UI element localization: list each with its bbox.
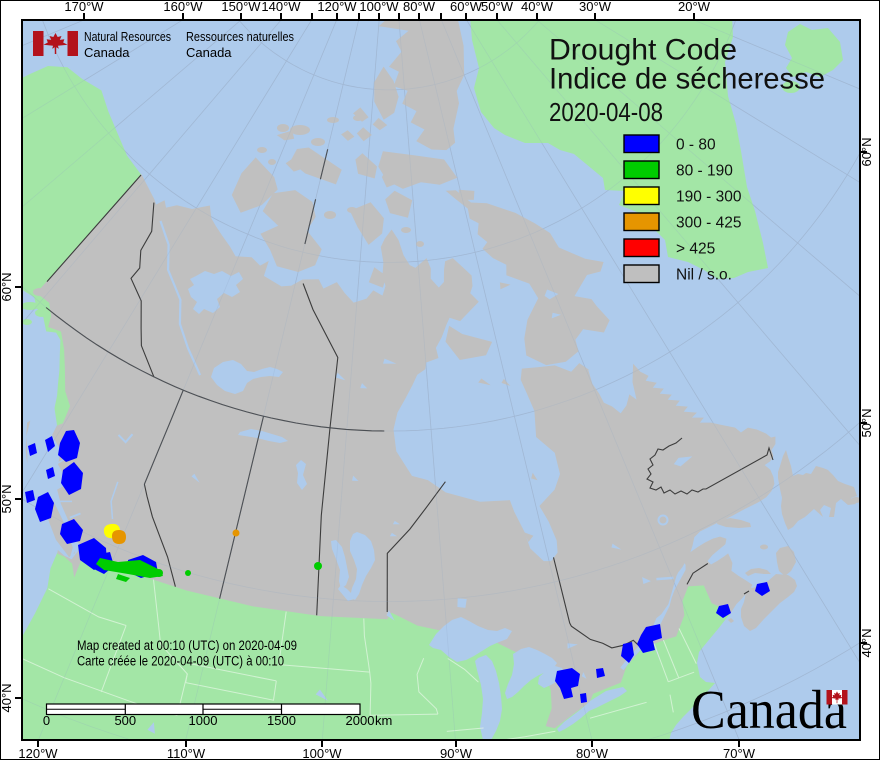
svg-text:Canada: Canada <box>691 679 847 740</box>
svg-text:1500: 1500 <box>267 713 296 728</box>
svg-text:50°W: 50°W <box>481 0 514 14</box>
svg-text:80 - 190: 80 - 190 <box>676 163 733 180</box>
svg-text:Carte créée le 2020-04-09 (UTC: Carte créée le 2020-04-09 (UTC) à 00:10 <box>77 654 284 669</box>
svg-text:110°W: 110°W <box>167 746 206 760</box>
svg-text:60°N: 60°N <box>0 272 14 301</box>
svg-text:190 - 300: 190 - 300 <box>676 189 742 206</box>
svg-text:70°W: 70°W <box>723 746 756 760</box>
svg-text:50°N: 50°N <box>859 408 874 437</box>
svg-text:Nil / s.o.: Nil / s.o. <box>676 267 732 284</box>
svg-text:1000: 1000 <box>189 713 218 728</box>
svg-text:km: km <box>375 713 392 728</box>
svg-text:80°W: 80°W <box>576 746 609 760</box>
svg-text:120°W: 120°W <box>317 0 357 14</box>
svg-text:120°W: 120°W <box>18 746 58 760</box>
svg-text:80°W: 80°W <box>403 0 436 14</box>
svg-text:60°W: 60°W <box>450 0 483 14</box>
svg-text:Canada: Canada <box>186 45 232 60</box>
svg-text:170°W: 170°W <box>64 0 104 14</box>
svg-text:Map created at 00:10 (UTC) on: Map created at 00:10 (UTC) on 2020-04-09 <box>77 638 297 653</box>
svg-text:150°W: 150°W <box>221 0 261 14</box>
svg-text:Indice de sécheresse: Indice de sécheresse <box>549 63 825 96</box>
svg-text:40°N: 40°N <box>0 683 14 712</box>
svg-text:2020-04-08: 2020-04-08 <box>549 97 663 127</box>
svg-text:40°W: 40°W <box>521 0 554 14</box>
svg-text:300 - 425: 300 - 425 <box>676 215 742 232</box>
svg-text:Natural Resources: Natural Resources <box>84 29 171 44</box>
svg-text:500: 500 <box>114 713 136 728</box>
svg-text:Ressources naturelles: Ressources naturelles <box>186 29 294 44</box>
svg-text:Canada: Canada <box>84 45 130 60</box>
svg-text:0 - 80: 0 - 80 <box>676 137 716 154</box>
svg-text:2000: 2000 <box>346 713 375 728</box>
svg-text:100°W: 100°W <box>302 746 342 760</box>
svg-text:140°W: 140°W <box>261 0 301 14</box>
svg-text:> 425: > 425 <box>676 241 715 258</box>
svg-text:100°W: 100°W <box>359 0 399 14</box>
svg-text:40°N: 40°N <box>859 628 874 657</box>
svg-text:160°W: 160°W <box>163 0 203 14</box>
svg-text:50°N: 50°N <box>0 484 14 513</box>
svg-text:30°W: 30°W <box>579 0 612 14</box>
svg-text:Drought Code: Drought Code <box>549 34 737 67</box>
svg-text:90°W: 90°W <box>440 746 473 760</box>
svg-text:20°W: 20°W <box>678 0 711 14</box>
svg-text:0: 0 <box>43 713 50 728</box>
svg-text:60°N: 60°N <box>859 137 874 166</box>
